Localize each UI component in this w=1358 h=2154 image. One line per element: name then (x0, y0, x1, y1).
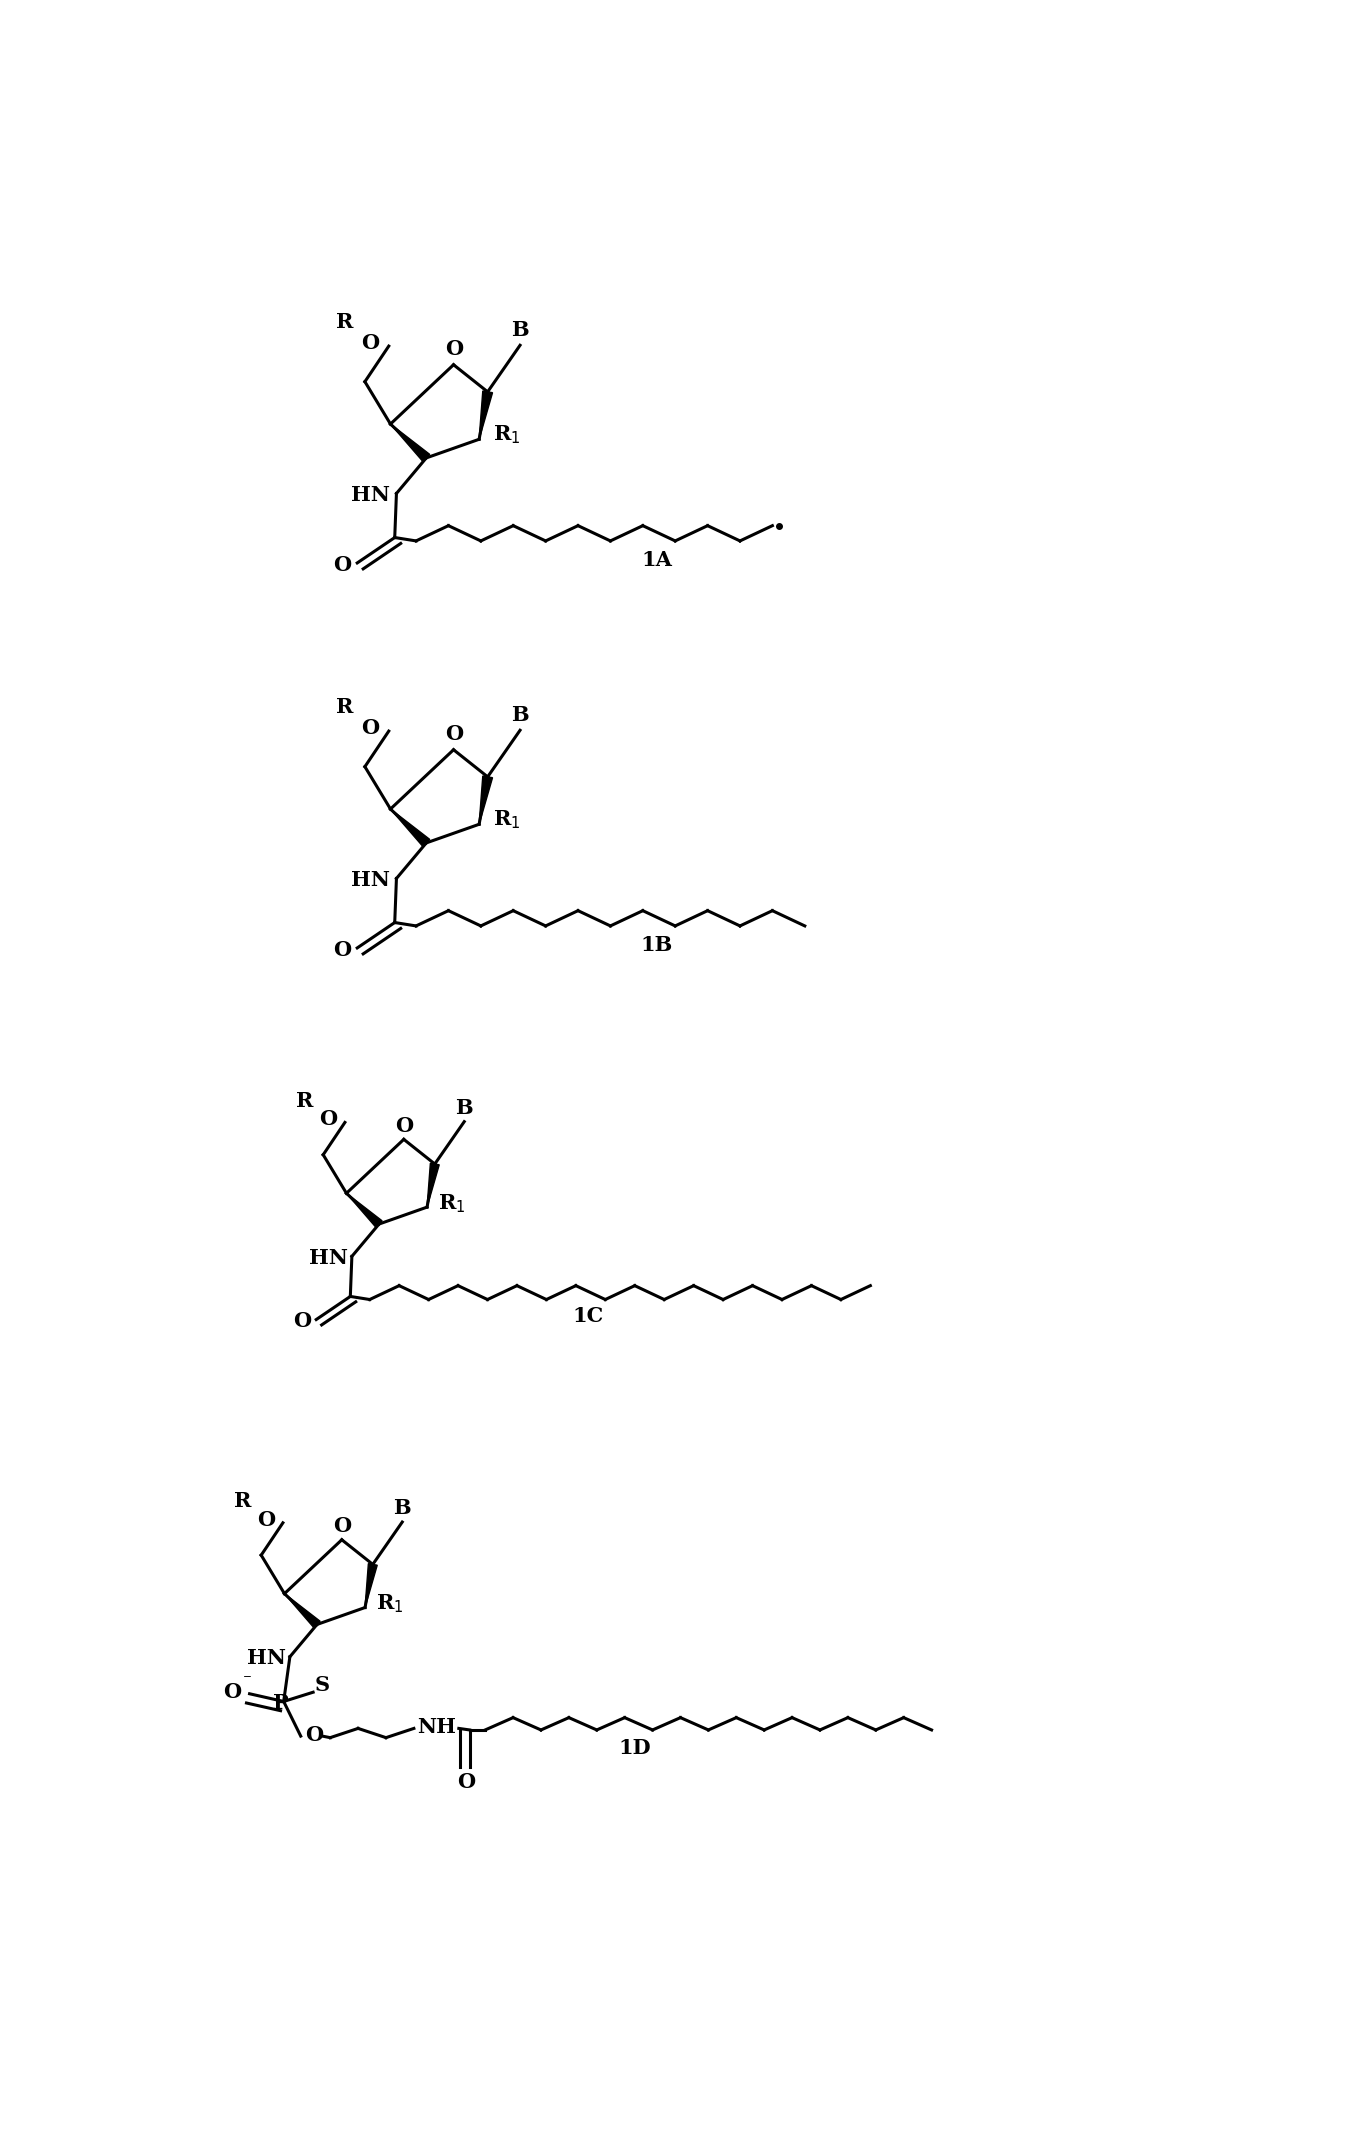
Text: O: O (361, 717, 379, 737)
Text: $^-$: $^-$ (240, 1674, 251, 1689)
Text: O: O (257, 1510, 274, 1529)
Text: O: O (333, 939, 350, 961)
Polygon shape (479, 392, 493, 439)
Text: B: B (394, 1499, 411, 1519)
Text: P: P (273, 1693, 288, 1712)
Text: 1C: 1C (573, 1307, 604, 1327)
Text: NH: NH (418, 1717, 456, 1736)
Polygon shape (479, 775, 493, 825)
Text: O: O (224, 1682, 242, 1702)
Text: HN: HN (247, 1648, 287, 1669)
Text: O: O (456, 1773, 475, 1792)
Text: 1D: 1D (618, 1738, 650, 1758)
Text: R: R (234, 1491, 251, 1512)
Text: O: O (334, 1516, 352, 1536)
Text: R: R (335, 312, 353, 332)
Text: R$_1$: R$_1$ (376, 1592, 403, 1616)
Text: B: B (511, 704, 528, 726)
Text: O: O (395, 1116, 414, 1135)
Text: O: O (361, 332, 379, 353)
Polygon shape (391, 810, 429, 847)
Text: R$_1$: R$_1$ (493, 808, 520, 831)
Polygon shape (346, 1193, 382, 1228)
Text: 1B: 1B (641, 935, 672, 954)
Text: R$_1$: R$_1$ (493, 424, 520, 446)
Text: S: S (315, 1674, 330, 1695)
Text: O: O (445, 340, 463, 360)
Text: O: O (306, 1725, 323, 1745)
Polygon shape (391, 424, 429, 461)
Polygon shape (365, 1564, 378, 1607)
Text: R$_1$: R$_1$ (439, 1191, 466, 1215)
Text: HN: HN (310, 1247, 348, 1269)
Text: R: R (335, 698, 353, 717)
Text: O: O (319, 1109, 337, 1129)
Text: HN: HN (352, 485, 390, 506)
Text: 1A: 1A (641, 549, 672, 569)
Text: B: B (455, 1099, 473, 1118)
Polygon shape (426, 1163, 439, 1206)
Text: HN: HN (352, 870, 390, 890)
Text: O: O (293, 1312, 311, 1331)
Text: O: O (445, 724, 463, 745)
Text: O: O (333, 554, 350, 575)
Text: R: R (296, 1090, 314, 1111)
Text: B: B (511, 321, 528, 340)
Polygon shape (284, 1594, 320, 1628)
